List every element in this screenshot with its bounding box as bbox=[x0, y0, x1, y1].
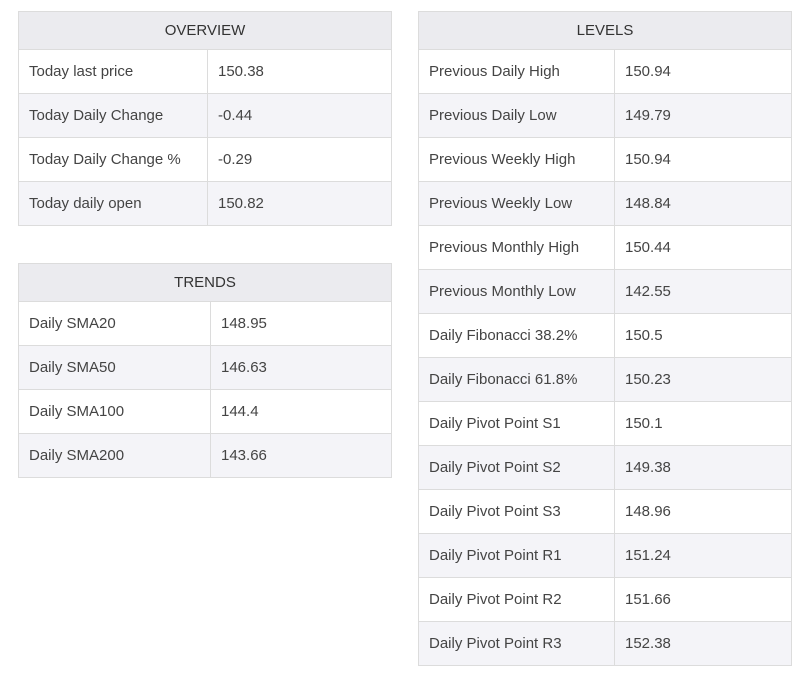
table-row: Previous Daily High 150.94 bbox=[418, 49, 792, 94]
overview-header-row: OVERVIEW bbox=[17, 11, 393, 50]
row-value: 148.95 bbox=[209, 301, 393, 346]
row-label: Daily Fibonacci 61.8% bbox=[418, 357, 615, 402]
row-value: 152.38 bbox=[614, 621, 792, 666]
row-value: 150.38 bbox=[206, 49, 393, 94]
row-value: 149.79 bbox=[614, 93, 792, 138]
row-label: Previous Monthly Low bbox=[418, 269, 615, 314]
table-row: Today daily open 150.82 bbox=[18, 181, 393, 226]
row-value: 150.5 bbox=[614, 313, 792, 358]
row-label: Previous Weekly Low bbox=[418, 181, 615, 226]
table-row: Daily Pivot Point S1 150.1 bbox=[418, 401, 792, 446]
table-row: Previous Monthly High 150.44 bbox=[418, 225, 792, 270]
row-label: Daily Pivot Point S2 bbox=[418, 445, 615, 490]
levels-title: LEVELS bbox=[418, 11, 792, 50]
levels-header-row: LEVELS bbox=[418, 11, 792, 50]
row-value: 151.24 bbox=[614, 533, 792, 578]
overview-title: OVERVIEW bbox=[17, 11, 393, 50]
row-value: 142.55 bbox=[614, 269, 792, 314]
row-label: Daily SMA200 bbox=[18, 433, 211, 478]
table-row: Today Daily Change -0.44 bbox=[18, 93, 393, 138]
table-row: Today Daily Change % -0.29 bbox=[18, 137, 393, 182]
row-label: Previous Monthly High bbox=[418, 225, 615, 270]
trends-table: TRENDS Daily SMA20 148.95 Daily SMA50 14… bbox=[17, 263, 393, 478]
overview-table: OVERVIEW Today last price 150.38 Today D… bbox=[17, 11, 393, 226]
row-value: 143.66 bbox=[209, 433, 393, 478]
table-row: Daily SMA200 143.66 bbox=[18, 433, 393, 478]
row-value: 149.38 bbox=[614, 445, 792, 490]
trends-header-row: TRENDS bbox=[17, 263, 393, 302]
row-value: 150.94 bbox=[614, 49, 792, 94]
table-row: Today last price 150.38 bbox=[18, 49, 393, 94]
row-label: Previous Daily High bbox=[418, 49, 615, 94]
row-value: 148.96 bbox=[614, 489, 792, 534]
table-row: Daily Pivot Point S3 148.96 bbox=[418, 489, 792, 534]
row-label: Daily Pivot Point S1 bbox=[418, 401, 615, 446]
table-row: Previous Daily Low 149.79 bbox=[418, 93, 792, 138]
table-row: Daily Pivot Point R1 151.24 bbox=[418, 533, 792, 578]
row-label: Daily SMA50 bbox=[18, 345, 211, 390]
levels-table: LEVELS Previous Daily High 150.94 Previo… bbox=[418, 11, 792, 666]
row-label: Daily Pivot Point S3 bbox=[418, 489, 615, 534]
table-row: Daily Fibonacci 61.8% 150.23 bbox=[418, 357, 792, 402]
table-row: Previous Monthly Low 142.55 bbox=[418, 269, 792, 314]
table-row: Daily SMA20 148.95 bbox=[18, 301, 393, 346]
row-value: 150.82 bbox=[206, 181, 393, 226]
row-label: Today last price bbox=[18, 49, 208, 94]
table-row: Daily SMA50 146.63 bbox=[18, 345, 393, 390]
row-value: 150.23 bbox=[614, 357, 792, 402]
row-label: Today Daily Change % bbox=[18, 137, 208, 182]
row-value: -0.29 bbox=[206, 137, 393, 182]
row-value: 146.63 bbox=[209, 345, 393, 390]
row-label: Today daily open bbox=[18, 181, 208, 226]
row-label: Previous Daily Low bbox=[418, 93, 615, 138]
row-value: 150.94 bbox=[614, 137, 792, 182]
row-label: Today Daily Change bbox=[18, 93, 208, 138]
table-row: Daily Pivot Point R2 151.66 bbox=[418, 577, 792, 622]
table-row: Daily Pivot Point R3 152.38 bbox=[418, 621, 792, 666]
row-value: 144.4 bbox=[209, 389, 393, 434]
table-row: Daily Fibonacci 38.2% 150.5 bbox=[418, 313, 792, 358]
row-label: Daily SMA20 bbox=[18, 301, 211, 346]
row-label: Daily Pivot Point R2 bbox=[418, 577, 615, 622]
row-value: 150.44 bbox=[614, 225, 792, 270]
row-value: -0.44 bbox=[206, 93, 393, 138]
table-row: Previous Weekly Low 148.84 bbox=[418, 181, 792, 226]
table-row: Previous Weekly High 150.94 bbox=[418, 137, 792, 182]
table-row: Daily Pivot Point S2 149.38 bbox=[418, 445, 792, 490]
row-label: Previous Weekly High bbox=[418, 137, 615, 182]
row-value: 150.1 bbox=[614, 401, 792, 446]
row-label: Daily SMA100 bbox=[18, 389, 211, 434]
row-label: Daily Fibonacci 38.2% bbox=[418, 313, 615, 358]
row-label: Daily Pivot Point R1 bbox=[418, 533, 615, 578]
row-value: 151.66 bbox=[614, 577, 792, 622]
table-row: Daily SMA100 144.4 bbox=[18, 389, 393, 434]
row-label: Daily Pivot Point R3 bbox=[418, 621, 615, 666]
row-value: 148.84 bbox=[614, 181, 792, 226]
trends-title: TRENDS bbox=[17, 263, 393, 302]
